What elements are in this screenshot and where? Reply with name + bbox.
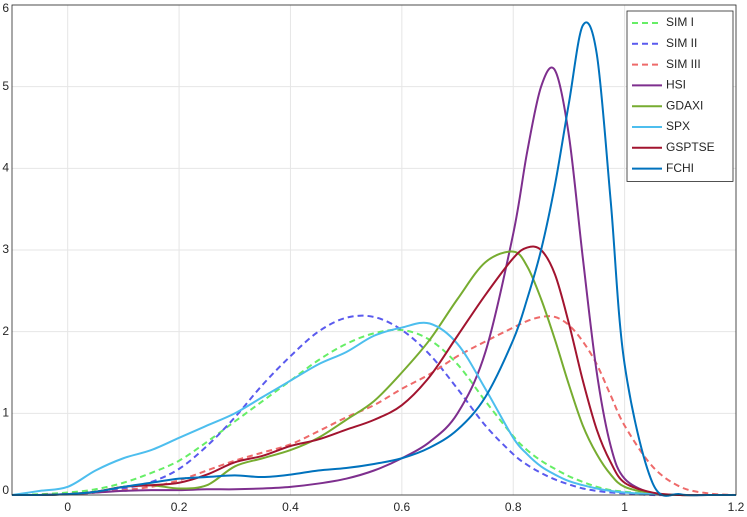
x-tick-label: 1.2 (728, 500, 745, 514)
series-line (11, 66, 736, 497)
legend-box (626, 10, 734, 182)
y-tick-label: 3 (2, 242, 9, 256)
y-tick-label: 1 (2, 406, 9, 420)
legend-label: SIM III (666, 57, 701, 71)
axes-box (11, 4, 737, 496)
legend-label: FCHI (666, 161, 694, 175)
legend-label: HSI (666, 78, 686, 92)
y-tick-label: 0 (2, 483, 9, 497)
y-tick-label: 6 (2, 1, 9, 15)
legend-label: SPX (666, 119, 690, 133)
series-line (11, 315, 737, 497)
x-tick-label: 0.4 (282, 500, 299, 514)
x-tick-label: 0.6 (394, 500, 411, 514)
y-tick-label: 2 (2, 324, 9, 338)
series-line (11, 245, 736, 497)
y-tick-label: 5 (2, 79, 9, 93)
series-line (11, 21, 737, 497)
legend-label: GSPTSE (666, 140, 715, 154)
x-tick-label: 1 (621, 500, 628, 514)
legend-label: SIM II (666, 36, 697, 50)
y-tick-label: 4 (2, 161, 9, 175)
legend-label: GDAXI (666, 98, 703, 112)
series-line (11, 321, 736, 497)
x-tick-label: 0.8 (505, 500, 522, 514)
x-tick-label: 0 (64, 500, 71, 514)
legend-label: SIM I (666, 15, 694, 29)
x-tick-label: 0.2 (171, 500, 188, 514)
legend: SIM I SIM II SIM III HSI GDAXI SPX GSPTSE FCHI (626, 10, 734, 182)
